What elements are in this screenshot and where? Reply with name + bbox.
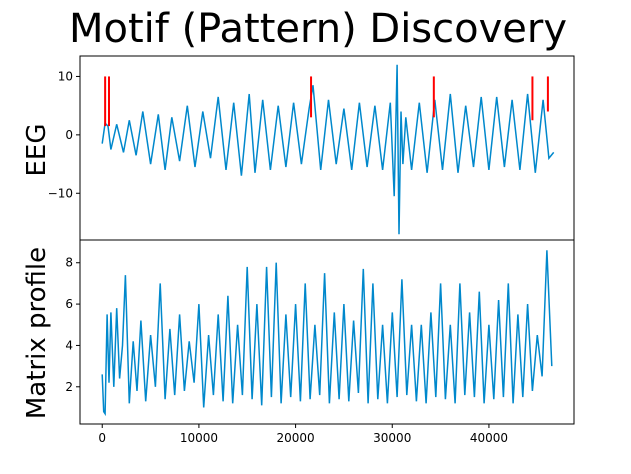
y-tick-label: 2 [65, 380, 73, 394]
y-tick-label: 6 [65, 297, 73, 311]
matrix-profile-panel: 2 4 6 8 0 10000 20000 30000 40000 Matrix profil… [22, 239, 575, 445]
y-tick-label: 10 [58, 69, 73, 83]
eeg-y-label: EEG [22, 123, 52, 176]
x-tick-label: 30000 [373, 431, 411, 445]
y-tick-label: −10 [48, 186, 73, 200]
eeg-y-ticks: −10 0 10 [48, 69, 80, 200]
y-tick-label: 8 [65, 256, 73, 270]
x-tick-label: 10000 [180, 431, 218, 445]
y-tick-label: 4 [65, 338, 73, 352]
eeg-axes-frame [79, 55, 575, 241]
y-tick-label: 0 [65, 128, 73, 142]
x-tick-label: 0 [98, 431, 106, 445]
eeg-series-line [101, 64, 555, 235]
eeg-plot-area [101, 64, 555, 235]
chart-title: Motif (Pattern) Discovery [69, 6, 567, 52]
matrix-profile-series-line [101, 250, 553, 417]
matrix-profile-axes-frame [79, 239, 575, 425]
matrix-profile-y-label: Matrix profile [22, 247, 52, 419]
eeg-panel: −10 0 10 EEG [22, 55, 575, 241]
x-ticks: 0 10000 20000 30000 40000 [98, 424, 508, 445]
x-tick-label: 20000 [276, 431, 314, 445]
x-tick-label: 40000 [470, 431, 508, 445]
matrix-profile-y-ticks: 2 4 6 8 [65, 256, 80, 394]
matrix-profile-plot-area [101, 250, 553, 417]
